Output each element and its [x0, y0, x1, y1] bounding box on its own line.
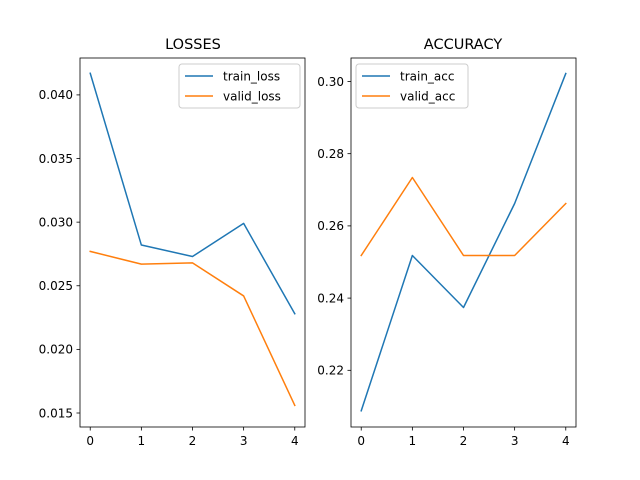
losses-x-tick-label: 3: [240, 434, 248, 448]
accuracy-y-tick-label: 0.22: [317, 364, 344, 378]
accuracy-legend: train_acc valid_acc: [355, 63, 469, 109]
accuracy-x-tick-label: 3: [511, 434, 519, 448]
accuracy-y-tick-label: 0.28: [317, 147, 344, 161]
losses-series-train-loss-line: [89, 72, 296, 315]
losses-legend-label-valid-loss: valid_loss: [223, 89, 281, 103]
losses-x-tick-label: 0: [86, 434, 94, 448]
losses-legend-box: [178, 63, 301, 109]
losses-series-valid-loss-line: [89, 250, 296, 407]
accuracy-x-tick-label: 1: [409, 434, 417, 448]
losses-legend: train_loss valid_loss: [178, 63, 301, 109]
accuracy-x-tick-label: 2: [460, 434, 468, 448]
accuracy-series-train-acc-line: [360, 72, 567, 412]
accuracy-y-tick-label: 0.30: [317, 75, 344, 89]
losses-legend-label-train-loss: train_loss: [223, 69, 280, 83]
accuracy-series-valid-acc-line: [360, 176, 567, 257]
accuracy-legend-box: [355, 63, 469, 109]
losses-panel: LOSSES 0 1 2 3 4 0.015 0.020 0.025 0.030 0.035 0.0…: [39, 37, 306, 448]
losses-y-tick-label: 0.025: [39, 279, 73, 293]
accuracy-x-tick-label: 0: [357, 434, 365, 448]
accuracy-title: ACCURACY: [424, 37, 503, 53]
losses-y-tick-label: 0.030: [39, 215, 73, 229]
losses-title: LOSSES: [165, 37, 221, 53]
accuracy-x-tick-label: 4: [562, 434, 570, 448]
losses-y-tick-label: 0.040: [39, 88, 73, 102]
losses-x-tick-label: 4: [291, 434, 299, 448]
losses-y-tick-label: 0.015: [39, 406, 73, 420]
losses-y-tick-label: 0.035: [39, 152, 73, 166]
accuracy-y-tick-label: 0.26: [317, 219, 344, 233]
accuracy-y-tick-label: 0.24: [317, 291, 344, 305]
losses-x-tick-label: 2: [189, 434, 197, 448]
accuracy-legend-label-valid-acc: valid_acc: [400, 89, 455, 103]
accuracy-legend-label-train-acc: train_acc: [400, 69, 454, 83]
losses-x-tick-label: 1: [138, 434, 146, 448]
accuracy-panel: ACCURACY 0 1 2 3 4 0.22 0.24 0.26 0.28 0.30 train_…: [317, 37, 577, 448]
losses-y-tick-label: 0.020: [39, 343, 73, 357]
